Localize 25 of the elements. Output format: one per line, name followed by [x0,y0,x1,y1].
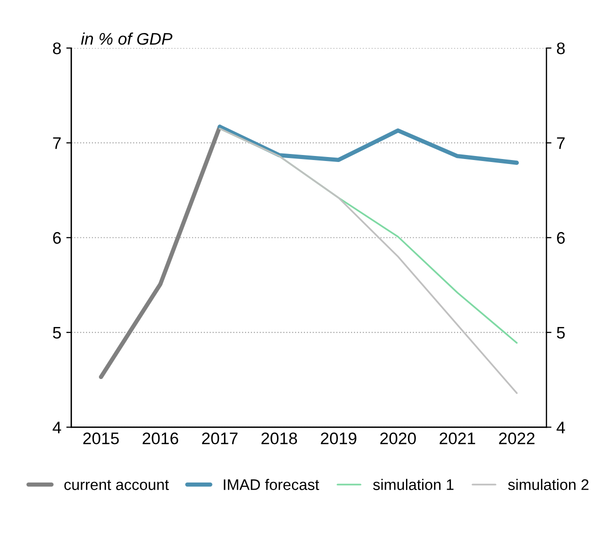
y2-tick-label: 4 [556,422,565,434]
line-series [218,124,519,165]
x-tick-label: 2018 [261,432,297,444]
y-tick-label: 7 [53,137,61,149]
y2-tick-label: 5 [556,326,565,339]
x-tick-label: 2020 [380,432,416,444]
legend-label: simulation 2 [508,478,588,490]
legend-label: IMAD forecast [224,478,320,490]
x-tick-label: 2021 [440,432,476,444]
x-tick-label: 2022 [499,432,534,444]
y-tick-label: 4 [52,422,62,434]
line-series [218,128,518,394]
y-axis-title: in % of GDP [81,32,172,45]
y2-tick-label: 7 [557,137,565,149]
x-tick-label: 2015 [83,432,119,444]
x-tick-label: 2017 [202,432,238,444]
legend-label: simulation 1 [373,478,454,490]
y-tick-label: 6 [53,232,61,244]
x-tick-label: 2019 [320,432,356,444]
legend-label: current account [64,480,169,490]
y-tick-label: 8 [53,42,61,54]
y-tick-label: 5 [52,326,61,339]
y2-tick-label: 8 [556,42,565,54]
y2-tick-label: 6 [557,232,565,244]
x-tick-label: 2016 [142,432,178,444]
